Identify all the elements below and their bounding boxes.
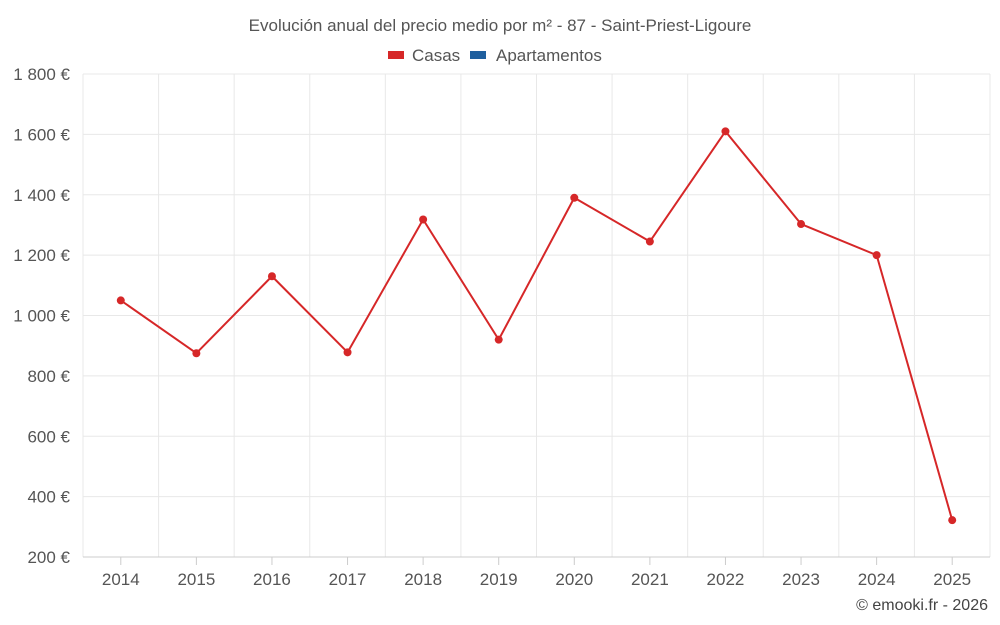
legend-swatch-apartamentos [470, 51, 486, 59]
x-tick-label: 2014 [102, 570, 140, 589]
y-tick-label: 1 200 € [13, 246, 70, 265]
x-tick-label: 2022 [707, 570, 745, 589]
legend-label-apartamentos: Apartamentos [496, 46, 602, 65]
y-tick-label: 1 600 € [13, 125, 70, 144]
x-tick-label: 2018 [404, 570, 442, 589]
data-point-casas-2017[interactable] [343, 348, 352, 357]
data-point-casas-2015[interactable] [192, 349, 201, 358]
legend-item-apartamentos[interactable]: Apartamentos [470, 46, 602, 65]
x-tick-label: 2019 [480, 570, 518, 589]
legend-item-casas[interactable]: Casas [388, 46, 460, 65]
x-tick-label: 2020 [555, 570, 593, 589]
x-tick-label: 2016 [253, 570, 291, 589]
axes: 200 € 400 € 600 € 800 € 1 000 € 1 200 € 1 400 … [13, 65, 990, 589]
chart-title: Evolución anual del precio medio por m² … [249, 16, 752, 35]
x-tick-label: 2023 [782, 570, 820, 589]
legend: Casas Apartamentos [388, 46, 602, 65]
x-tick-label: 2024 [858, 570, 896, 589]
y-tick-label: 400 € [27, 488, 70, 507]
y-tick-label: 800 € [27, 367, 70, 386]
data-point-casas-2023[interactable] [797, 220, 806, 229]
data-point-casas-2014[interactable] [116, 296, 125, 305]
data-point-casas-2022[interactable] [721, 127, 730, 136]
legend-swatch-casas [388, 51, 404, 59]
data-point-casas-2016[interactable] [267, 272, 276, 281]
grid [82, 73, 991, 558]
data-point-casas-2019[interactable] [494, 335, 503, 344]
data-point-casas-2018[interactable] [419, 215, 428, 224]
x-tick-label: 2021 [631, 570, 669, 589]
data-point-casas-2020[interactable] [570, 193, 579, 202]
y-tick-label: 1 400 € [13, 186, 70, 205]
x-tick-label: 2017 [329, 570, 367, 589]
x-tick-label: 2025 [933, 570, 971, 589]
y-tick-label: 1 800 € [13, 65, 70, 84]
data-point-casas-2025[interactable] [948, 516, 957, 525]
data-point-casas-2021[interactable] [645, 237, 654, 246]
data-point-casas-2024[interactable] [872, 251, 881, 260]
x-tick-label: 2015 [177, 570, 215, 589]
y-tick-label: 600 € [27, 427, 70, 446]
series [116, 127, 957, 525]
credit-text: © emooki.fr - 2026 [856, 597, 988, 614]
legend-label-casas: Casas [412, 46, 460, 65]
series-line-casas [120, 130, 954, 521]
y-tick-label: 1 000 € [13, 307, 70, 326]
y-tick-label: 200 € [27, 548, 70, 567]
